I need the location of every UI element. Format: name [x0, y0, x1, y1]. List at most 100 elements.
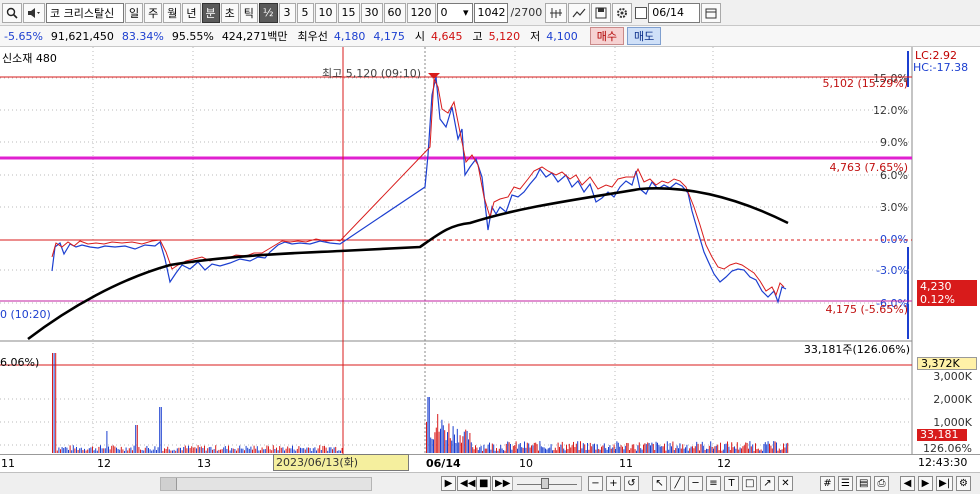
volume-bar: [261, 447, 263, 453]
settings-icon[interactable]: ⚙: [956, 476, 971, 491]
price-chart[interactable]: 15.0% 12.0% 9.0% 6.0% 3.0% 0.0% -3.0% -6…: [0, 47, 980, 472]
calendar-icon[interactable]: [701, 2, 722, 23]
volume-bar: [248, 448, 250, 453]
period-week-button[interactable]: 주: [144, 2, 163, 23]
stock-input[interactable]: 코 크리스탈신: [46, 2, 124, 23]
volume-bar: [783, 443, 784, 453]
buy-button[interactable]: 매수: [589, 27, 625, 45]
volume-bar: [183, 447, 185, 453]
volume-bar: [676, 445, 678, 453]
volume-bar: [204, 445, 205, 453]
volume-bar: [312, 448, 314, 453]
scrollbar-thumb[interactable]: [161, 478, 177, 490]
speaker-icon[interactable]: [23, 2, 45, 23]
date-checkbox[interactable]: [635, 6, 648, 19]
date-input[interactable]: 06/14: [648, 2, 701, 23]
volume-bar: [624, 445, 626, 453]
volume-bar: [322, 445, 324, 453]
interval-15-button[interactable]: 15: [337, 2, 360, 23]
interval-3-button[interactable]: 3: [278, 2, 296, 23]
volume-bar: [465, 429, 467, 453]
interval-60-button[interactable]: 60: [383, 2, 406, 23]
tool-chart-icon[interactable]: ▤: [856, 476, 872, 491]
interval-30-button[interactable]: 30: [360, 2, 383, 23]
volume-bar: [553, 450, 555, 453]
tool-text-icon[interactable]: T: [724, 476, 739, 491]
volume-bar: [650, 445, 651, 453]
volume-bar: [602, 445, 604, 453]
volume-bar: [720, 442, 721, 453]
volume-bar: [741, 448, 742, 453]
tool-print-icon[interactable]: ⎙: [874, 476, 889, 491]
volume-bar: [197, 445, 199, 453]
volume-bar: [678, 448, 679, 453]
gear-icon[interactable]: [612, 2, 633, 23]
interval-120-button[interactable]: 120: [406, 2, 436, 23]
reset-icon[interactable]: ↺: [624, 476, 639, 491]
interval-5-button[interactable]: 5: [296, 2, 314, 23]
sell-button[interactable]: 매도: [627, 27, 662, 45]
horizontal-scrollbar[interactable]: [160, 477, 372, 491]
period-minute-button[interactable]: 분: [201, 2, 220, 23]
volume-bar: [613, 444, 615, 453]
tool-cursor-icon[interactable]: ↖: [652, 476, 667, 491]
crosshair-date-label: 2023/06/13(화) 14:30:00: [273, 454, 409, 484]
chevron-down-icon[interactable]: ▾: [463, 6, 469, 19]
period-year-button[interactable]: 년: [182, 2, 201, 23]
tool-fibo-icon[interactable]: ≡: [706, 476, 721, 491]
nav-right-icon[interactable]: ▶: [918, 476, 933, 491]
volume-bar: [108, 446, 109, 453]
fraction-button[interactable]: ½: [258, 2, 278, 23]
total-count: /2700: [510, 6, 543, 19]
period-day-button[interactable]: 일: [125, 2, 144, 23]
volume-bar: [498, 448, 500, 453]
tool-erase-icon[interactable]: ✕: [778, 476, 793, 491]
volume-bar: [252, 449, 253, 453]
zoom-knob[interactable]: [541, 478, 549, 489]
volume-bar: [552, 450, 553, 453]
volume-bar: [324, 445, 325, 453]
display-count-input[interactable]: 1042: [473, 2, 508, 23]
period-month-button[interactable]: 월: [163, 2, 182, 23]
lc-label: LC:2.92: [915, 49, 958, 62]
save-icon[interactable]: [591, 2, 612, 23]
stop-icon[interactable]: ■: [476, 476, 492, 491]
open-price: 4,645: [431, 29, 463, 43]
zoom-in-icon[interactable]: +: [606, 476, 621, 491]
volume-bar: [734, 446, 735, 453]
tool-grid-icon[interactable]: #: [820, 476, 835, 491]
volume-bar: [205, 450, 207, 453]
volume-bar: [535, 442, 537, 453]
volume-bar: [575, 443, 577, 453]
trendline-icon[interactable]: [568, 2, 591, 23]
period-second-button[interactable]: 초: [220, 2, 239, 23]
tool-shape-icon[interactable]: □: [742, 476, 758, 491]
interval-10-button[interactable]: 10: [314, 2, 337, 23]
volume-bar: [662, 446, 664, 453]
tool-arrow-icon[interactable]: ↗: [760, 476, 775, 491]
voltick-3000k: 3,000K: [933, 370, 972, 383]
play-icon[interactable]: ▶: [441, 476, 456, 491]
volume-bar: [615, 448, 616, 453]
volume-bar: [771, 448, 773, 453]
zoom-out-icon[interactable]: −: [588, 476, 603, 491]
volume-bar: [258, 450, 260, 453]
tool-line-icon[interactable]: ╱: [670, 476, 685, 491]
chart-canvas[interactable]: 15.0% 12.0% 9.0% 6.0% 3.0% 0.0% -3.0% -6…: [0, 47, 980, 472]
volume-bar: [762, 450, 763, 453]
volume-bar: [731, 442, 733, 453]
period-tick-button[interactable]: 틱: [239, 2, 258, 23]
tool-list-icon[interactable]: ☰: [838, 476, 853, 491]
nav-end-icon[interactable]: ▶|: [936, 476, 954, 491]
nav-left-icon[interactable]: ◀: [900, 476, 915, 491]
crosshair-icon[interactable]: [545, 2, 568, 23]
volume-bar: [573, 441, 574, 453]
search-icon[interactable]: [2, 2, 22, 23]
interval-input[interactable]: 0 ▾: [436, 2, 473, 23]
volume-bar: [724, 444, 726, 453]
volume-bar: [571, 445, 573, 453]
volume-bar: [511, 449, 513, 453]
tool-hline-icon[interactable]: ─: [688, 476, 703, 491]
zoom-slider[interactable]: [512, 476, 582, 491]
step-forward-icon[interactable]: ▶▶: [492, 476, 514, 491]
